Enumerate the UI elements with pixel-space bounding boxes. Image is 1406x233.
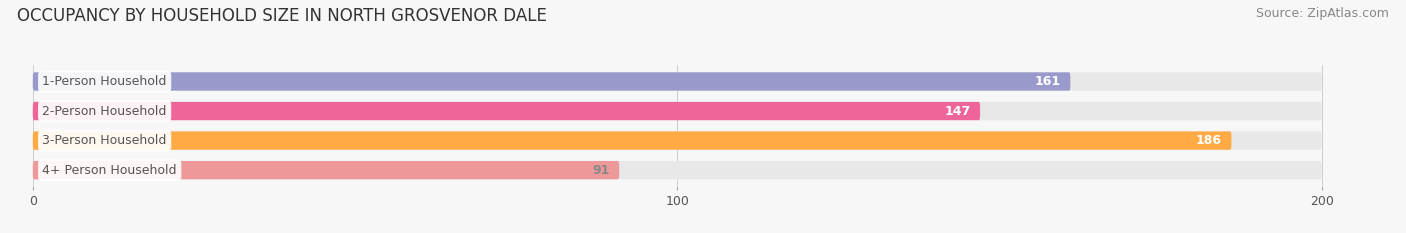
FancyBboxPatch shape bbox=[32, 161, 1322, 179]
Text: 161: 161 bbox=[1035, 75, 1060, 88]
Text: 186: 186 bbox=[1195, 134, 1222, 147]
FancyBboxPatch shape bbox=[32, 131, 1322, 150]
Text: 3-Person Household: 3-Person Household bbox=[42, 134, 167, 147]
FancyBboxPatch shape bbox=[32, 161, 619, 179]
FancyBboxPatch shape bbox=[32, 131, 1232, 150]
Text: OCCUPANCY BY HOUSEHOLD SIZE IN NORTH GROSVENOR DALE: OCCUPANCY BY HOUSEHOLD SIZE IN NORTH GRO… bbox=[17, 7, 547, 25]
Text: 147: 147 bbox=[945, 105, 970, 117]
Text: 2-Person Household: 2-Person Household bbox=[42, 105, 167, 117]
FancyBboxPatch shape bbox=[32, 72, 1322, 91]
Text: 1-Person Household: 1-Person Household bbox=[42, 75, 167, 88]
Text: 91: 91 bbox=[592, 164, 610, 177]
FancyBboxPatch shape bbox=[32, 102, 980, 120]
FancyBboxPatch shape bbox=[32, 72, 1070, 91]
Text: Source: ZipAtlas.com: Source: ZipAtlas.com bbox=[1256, 7, 1389, 20]
FancyBboxPatch shape bbox=[32, 102, 1322, 120]
Text: 4+ Person Household: 4+ Person Household bbox=[42, 164, 177, 177]
